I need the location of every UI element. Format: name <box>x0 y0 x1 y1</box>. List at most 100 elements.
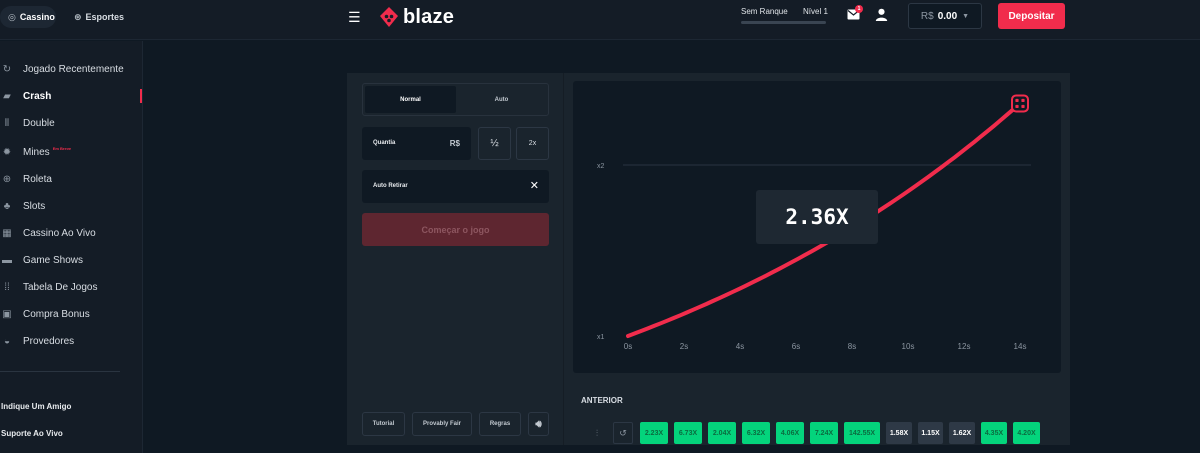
auto-cashout-input[interactable]: Auto Retirar ✕ <box>362 170 549 203</box>
sidebar-item-crash[interactable]: ▰ Crash <box>0 86 142 106</box>
amount-label: Quantia <box>373 140 396 146</box>
history-chip[interactable]: 1.15X <box>918 422 943 444</box>
sound-icon[interactable]: 🔊︎ <box>528 412 549 436</box>
menu-icon[interactable]: ☰ <box>348 9 361 25</box>
sidebar-item-label: Cassino Ao Vivo <box>23 227 96 239</box>
bar-chart-icon[interactable]: ⫶ <box>595 427 599 438</box>
roulette-icon: ⊕ <box>2 173 12 185</box>
history-icon: ↻ <box>2 63 12 75</box>
clock-history-icon[interactable]: ↺ <box>613 422 633 444</box>
top-bar: ◎ Cassino ⊛ Esportes ☰ blaze Sem Ranque … <box>0 0 1200 40</box>
deposit-button[interactable]: Depositar <box>998 3 1065 29</box>
history-chip[interactable]: 6.32X <box>742 422 770 444</box>
rules-button[interactable]: Regras <box>479 412 521 436</box>
y-tick-label: x2 <box>597 163 605 170</box>
history-chip[interactable]: 4.35X <box>981 422 1007 444</box>
blaze-logo-icon <box>380 7 398 27</box>
refer-friend-link[interactable]: Indique Um Amigo <box>1 402 72 411</box>
sidebar-item-label: Provedores <box>23 335 75 347</box>
previous-results: ANTERIOR ⫶ ↺ 2.23X 6.73X 2.04X 6.32X 4.06X 7.… <box>565 382 1070 445</box>
x-tick-label: 4s <box>736 342 744 351</box>
bet-controls: Normal Auto Quantia R$ ½ 2x Auto Retirar… <box>347 73 564 445</box>
history-chip[interactable]: 4.20X <box>1013 422 1040 444</box>
balance-selector[interactable]: R$ 0.00 ▼ <box>908 3 982 29</box>
current-multiplier: 2.36X <box>756 190 878 244</box>
rank-progress-bar <box>741 21 826 24</box>
dice-marker-icon <box>1011 94 1029 113</box>
dice-pip <box>1015 104 1019 109</box>
history-chip[interactable]: 1.58X <box>886 422 912 444</box>
x-tick-label: 10s <box>902 342 915 351</box>
sidebar-item-live-casino[interactable]: ▦ Cassino Ao Vivo <box>0 223 142 243</box>
dice-pip <box>1021 104 1025 109</box>
tab-casino-label: Cassino <box>19 12 55 22</box>
x-tick-label: 14s <box>1014 342 1027 351</box>
logo[interactable]: blaze <box>378 3 454 31</box>
chevron-down-icon: ▼ <box>962 12 970 20</box>
bonus-buy-icon: ▣ <box>2 308 12 320</box>
history-chip[interactable]: 1.62X <box>949 422 975 444</box>
sidebar-item-label: Jogado Recentemente <box>23 63 124 75</box>
sidebar-item-recent[interactable]: ↻ Jogado Recentemente <box>0 59 142 79</box>
slots-icon: ♣ <box>3 200 11 212</box>
user-icon[interactable] <box>875 8 888 21</box>
dice-pip <box>1015 98 1019 103</box>
table-games-icon: ⁞⁞ <box>4 281 10 293</box>
live-casino-icon: ▦ <box>2 227 12 239</box>
sidebar-item-roleta[interactable]: ⊕ Roleta <box>0 169 142 189</box>
history-chip[interactable]: 6.73X <box>674 422 702 444</box>
sidebar-item-label: Mines <box>23 146 50 158</box>
history-chip[interactable]: 2.23X <box>640 422 668 444</box>
providers-icon: ◒ <box>3 335 11 347</box>
sidebar-item-label: Double <box>23 117 55 129</box>
crash-chart: x1 x2 0s 2s 4s 6s 8s 10s 12s 14s <box>597 94 1031 351</box>
sidebar-item-label: Roleta <box>23 173 52 185</box>
sidebar-item-slots[interactable]: ♣ Slots <box>0 196 142 216</box>
sidebar-item-table-games[interactable]: ⁞⁞ Tabela De Jogos <box>0 277 142 297</box>
rank-label: Sem Ranque <box>741 7 788 16</box>
close-icon[interactable]: ✕ <box>529 180 539 192</box>
amount-input[interactable]: Quantia R$ <box>362 127 471 160</box>
logo-text: blaze <box>403 5 455 28</box>
tab-casino[interactable]: ◎ Cassino <box>0 6 56 28</box>
sidebar-item-providers[interactable]: ◒ Provedores <box>0 331 142 351</box>
history-chip[interactable]: 142.55X <box>844 422 880 444</box>
tutorial-button[interactable]: Tutorial <box>362 412 405 436</box>
sidebar-item-label: Crash <box>23 90 52 102</box>
x-tick-label: 6s <box>792 342 800 351</box>
live-support-link[interactable]: Suporte Ao Vivo <box>1 429 63 438</box>
history-chip[interactable]: 7.24X <box>810 422 838 444</box>
sidebar: ↻ Jogado Recentemente ▰ Crash ⦀ Double ✹… <box>0 41 143 453</box>
crash-game-panel: Normal Auto Quantia R$ ½ 2x Auto Retirar… <box>347 73 1070 445</box>
sidebar-item-label: Tabela De Jogos <box>23 281 98 293</box>
level-label: Nível 1 <box>803 7 828 16</box>
x-tick-label: 12s <box>958 342 971 351</box>
double-icon: ⦀ <box>4 117 10 129</box>
tab-esportes-label: Esportes <box>85 12 125 22</box>
history-chip[interactable]: 4.06X <box>776 422 804 444</box>
x-tick-label: 0s <box>624 342 632 351</box>
x-tick-label: 2s <box>680 342 688 351</box>
balance-currency: R$ <box>920 10 934 22</box>
tab-auto[interactable]: Auto <box>494 96 509 103</box>
notification-badge: 1 <box>855 5 863 13</box>
tab-esportes[interactable]: ⊛ Esportes <box>66 6 130 28</box>
crash-line <box>626 101 1022 338</box>
y-tick-label: x1 <box>597 334 605 341</box>
sidebar-item-bonus-buy[interactable]: ▣ Compra Bonus <box>0 304 142 324</box>
casino-icon: ◎ <box>8 11 16 22</box>
sidebar-item-double[interactable]: ⦀ Double <box>0 113 142 133</box>
coming-soon-badge: Em Breve <box>52 145 72 151</box>
history-chip[interactable]: 2.04X <box>708 422 736 444</box>
sports-icon: ⊛ <box>74 11 82 22</box>
provably-fair-button[interactable]: Provably Fair <box>412 412 472 436</box>
start-game-button[interactable]: Começar o jogo <box>362 213 549 246</box>
double-amount-button[interactable]: 2x <box>516 127 549 160</box>
balance-value: 0.00 <box>937 10 958 22</box>
sidebar-item-mines[interactable]: ✹ Mines Em Breve <box>0 142 142 162</box>
auto-cashout-label: Auto Retirar <box>373 183 408 189</box>
sidebar-item-game-shows[interactable]: ▬ Game Shows <box>0 250 142 270</box>
half-amount-button[interactable]: ½ <box>478 127 511 160</box>
tab-normal[interactable]: Normal <box>365 86 456 113</box>
crash-icon: ▰ <box>3 90 11 102</box>
